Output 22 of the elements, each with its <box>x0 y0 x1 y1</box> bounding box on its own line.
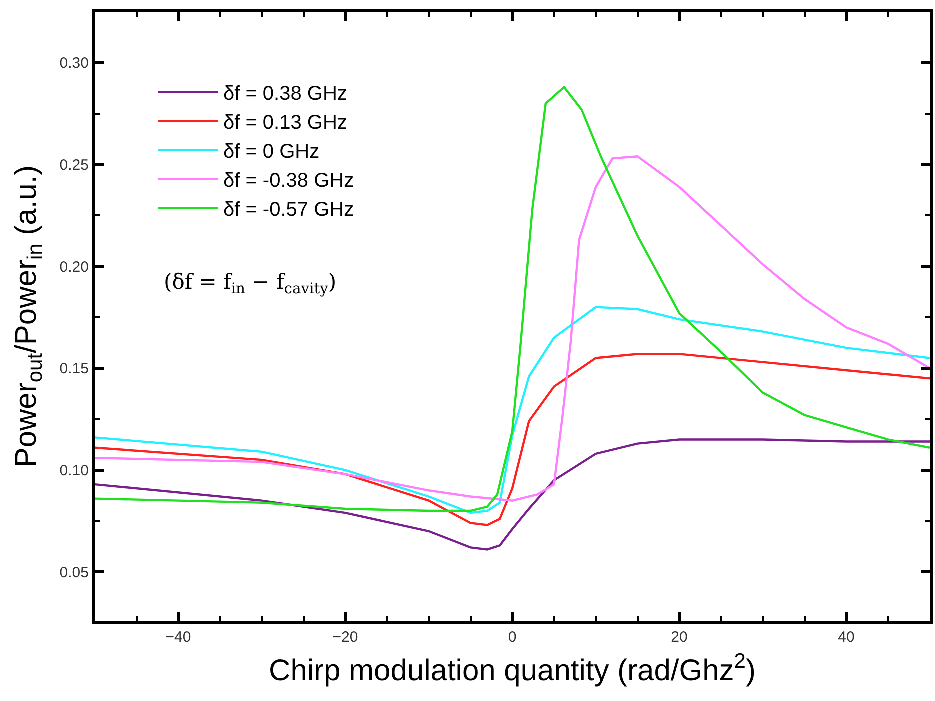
x-tick-label: −20 <box>332 629 358 646</box>
x-tick-label: 0 <box>508 629 517 646</box>
legend-label: δf = -0.38 GHz <box>223 170 354 192</box>
legend-label: δf = 0.13 GHz <box>223 112 348 134</box>
line-series <box>95 86 930 512</box>
x-tick-label: −40 <box>166 629 192 646</box>
legend-label: δf = 0.38 GHz <box>223 83 348 106</box>
line-series <box>95 306 930 514</box>
y-tick-label: 0.25 <box>60 157 89 174</box>
legend-label: δf = 0 GHz <box>223 141 320 164</box>
line-series <box>95 353 930 526</box>
y-tick-label: 0.05 <box>60 564 89 582</box>
x-tick-label: 20 <box>671 629 688 646</box>
annotation: (δf = f$_{in}$ − f$_{cavity}$) <box>164 270 337 298</box>
legend-label: δf = -0.57 GHz <box>223 199 354 222</box>
line-series <box>95 438 930 551</box>
y-tick-label: 0.20 <box>60 258 89 276</box>
x-axis-title: Chirp modulation quantity (rad/Ghz$^{2}$) <box>269 650 756 688</box>
x-tick-label: 40 <box>838 629 855 646</box>
y-tick-label: 0.10 <box>60 462 89 480</box>
y-tick-label: 0.15 <box>60 360 89 378</box>
y-tick-label: 0.30 <box>60 55 89 72</box>
